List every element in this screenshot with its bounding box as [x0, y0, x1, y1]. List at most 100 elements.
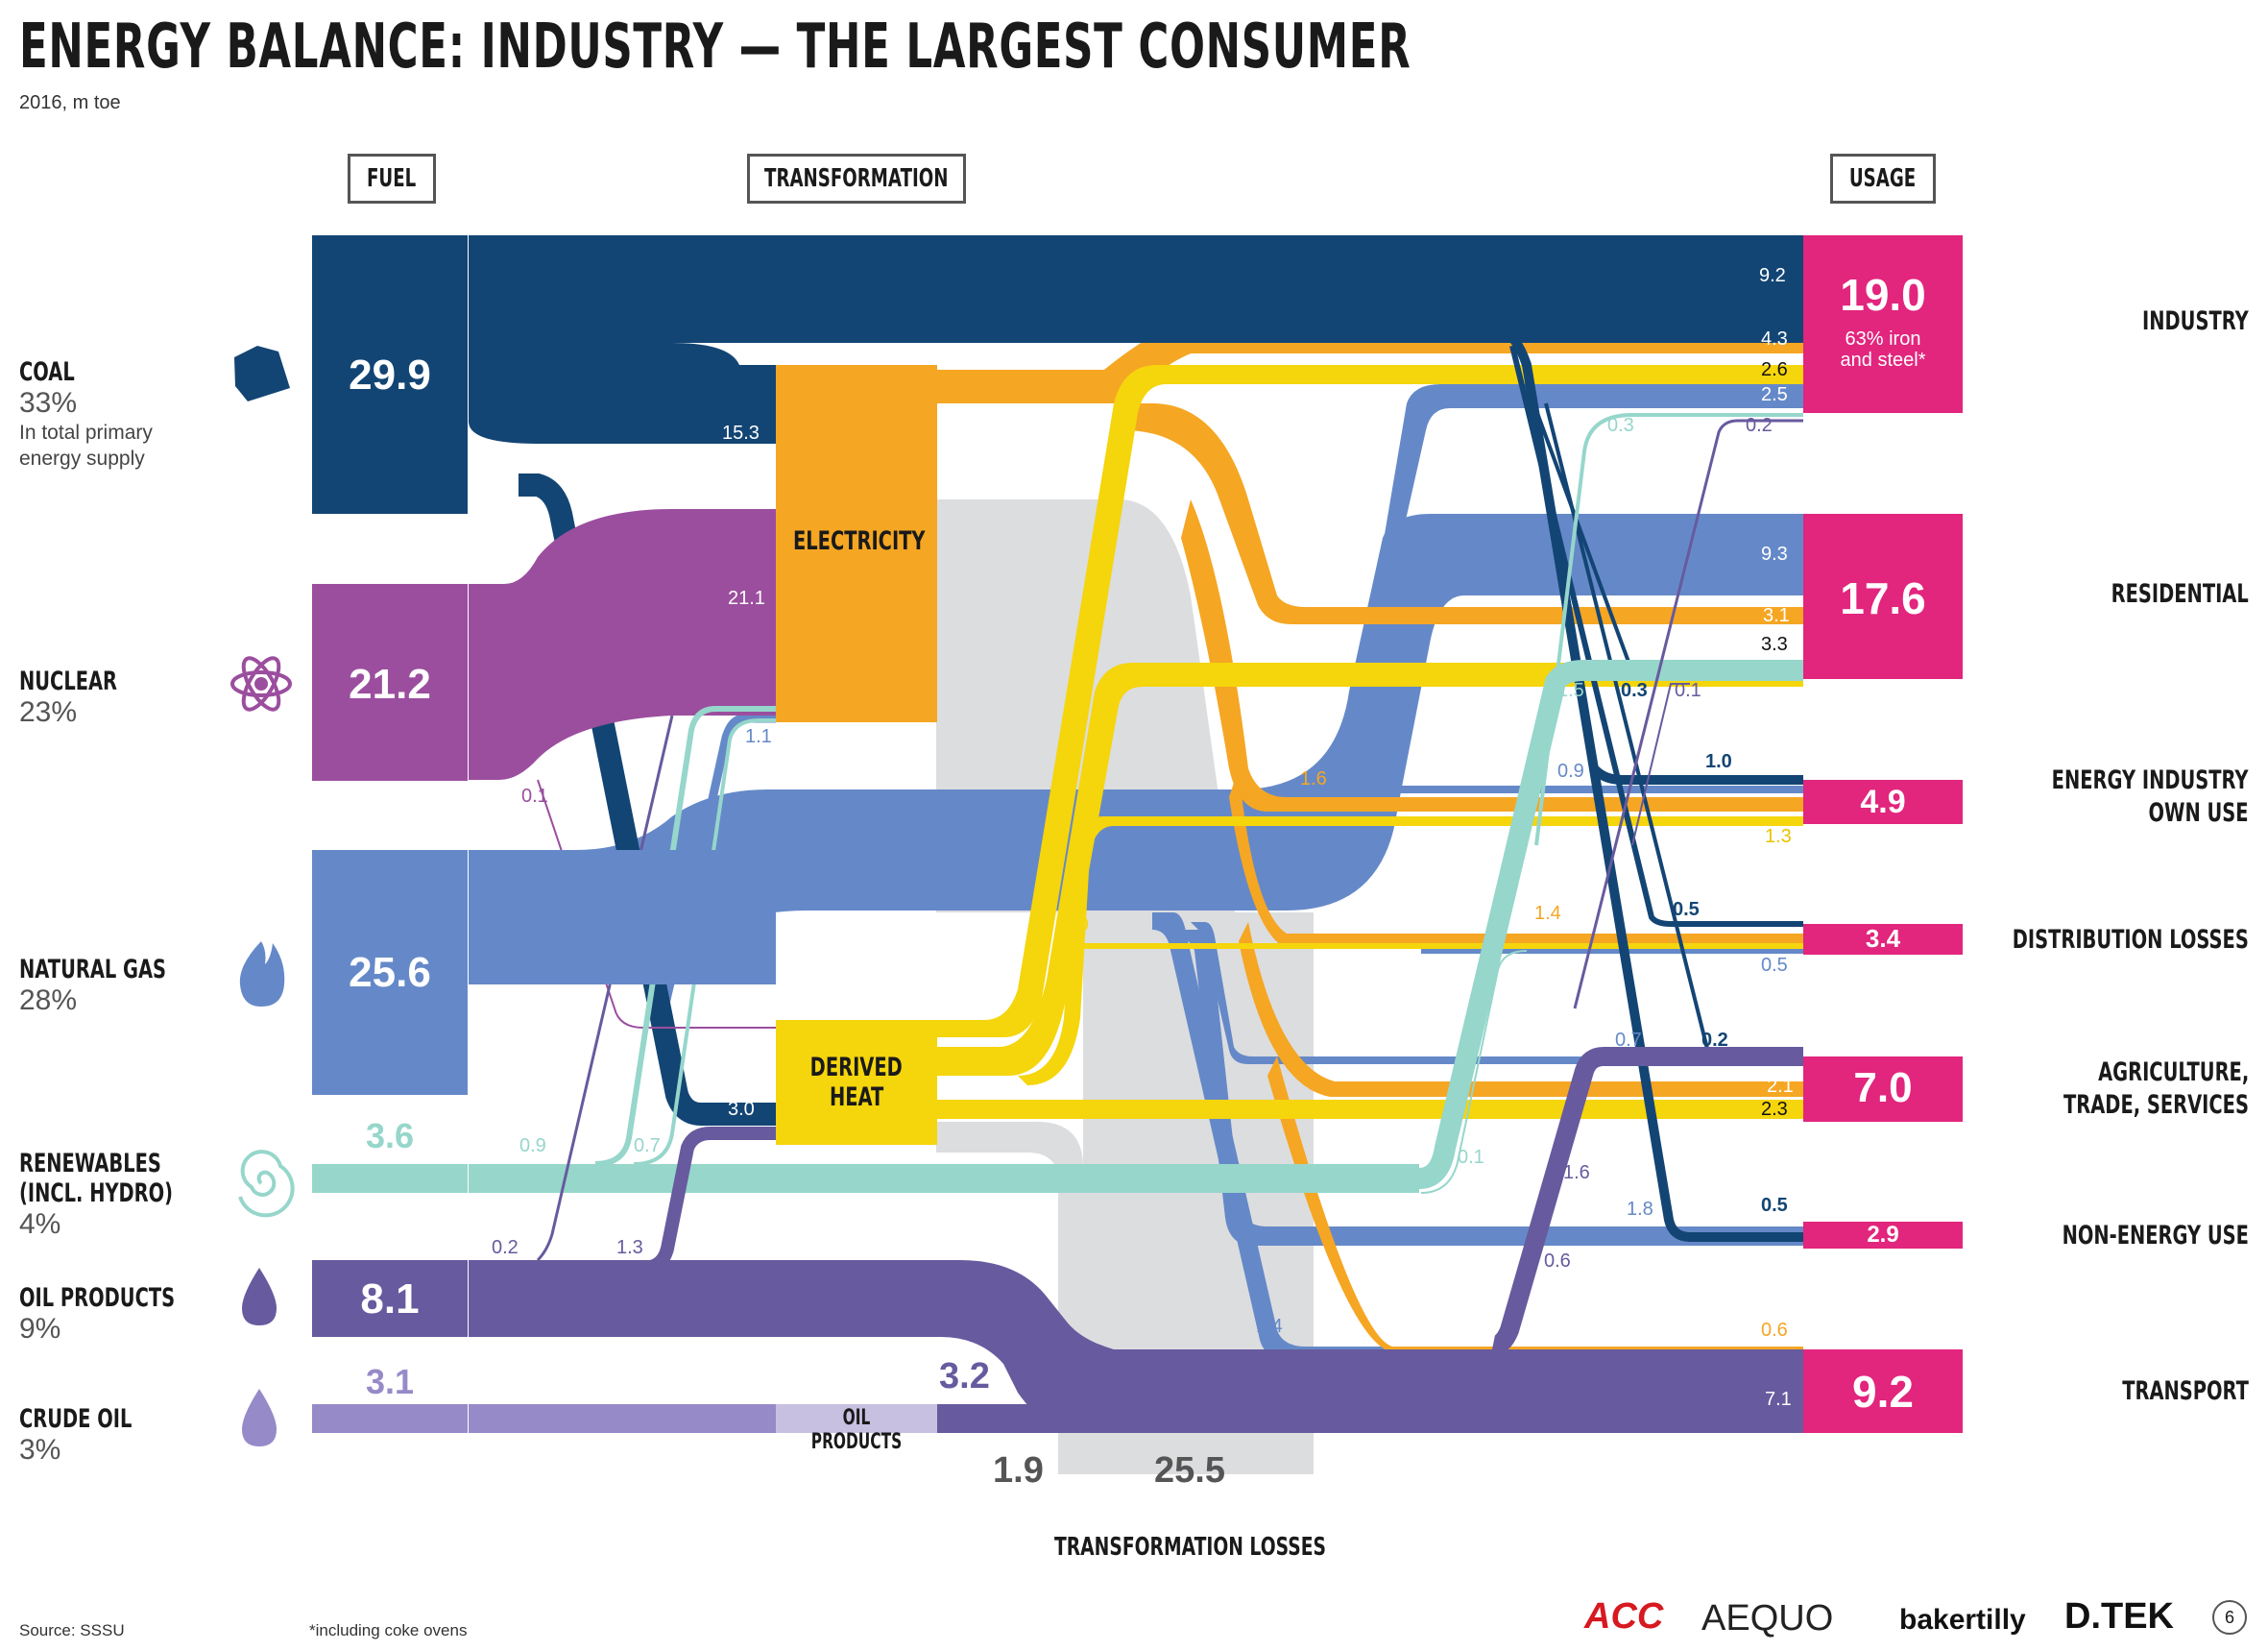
flow-label: 0.2: [1746, 415, 1773, 436]
distribution-usage-value: 3.4: [1865, 924, 1901, 953]
loss-refining-value: 1.9: [993, 1450, 1044, 1491]
oil-agriculture-line: [1491, 1047, 1803, 1355]
oil-transport-flow: [469, 1260, 1803, 1433]
flow-label: 15.3: [722, 423, 760, 444]
flow-label: 0.7: [1615, 1030, 1642, 1051]
own-use-usage-name: ENERGY INDUSTRY OWN USE: [2052, 765, 2249, 828]
flow-label: 0.9: [1557, 761, 1584, 782]
electricity-label: ELECTRICITY: [793, 526, 926, 556]
crude-label-group: CRUDE OIL 3%: [19, 1404, 176, 1467]
industry-usage-value: 19.0: [1840, 270, 1926, 320]
agriculture-usage-box: [1803, 1056, 1963, 1122]
gas-label-group: NATURAL GAS 28%: [19, 955, 224, 1017]
flow-label: 1.6: [1563, 1162, 1590, 1183]
flow-label: 0.6: [1761, 1320, 1788, 1341]
flow-label: 3.0: [728, 1099, 755, 1120]
flow-label: 9.3: [1761, 544, 1788, 565]
footer-note: *including coke ovens: [309, 1621, 468, 1639]
distribution-usage-box: [1803, 924, 1963, 955]
coal-name: COAL: [19, 357, 75, 387]
oil-label-group: OIL PRODUCTS 9%: [19, 1283, 235, 1346]
crude-oil-band: [469, 1404, 776, 1433]
nuclear-label-group: NUCLEAR 23%: [19, 667, 156, 729]
renewables-heat-line: [594, 706, 776, 1167]
nuclear-pct: 23%: [19, 696, 78, 728]
coal-own-use-line: [1500, 327, 1803, 1242]
flow-label: 0.9: [519, 1135, 546, 1156]
spiral-icon: [238, 1150, 295, 1218]
electricity-node: [776, 365, 937, 722]
oil-products-transform-value: 3.2: [939, 1356, 990, 1396]
renewables-name-line1: RENEWABLES: [19, 1149, 161, 1178]
industry-usage-note: 63% iron and steel*: [1840, 328, 1926, 371]
flow-label: 7.3: [732, 1047, 759, 1068]
flow-label: 1.0: [1062, 914, 1089, 935]
oil-value: 8.1: [360, 1275, 420, 1323]
renewables-fuel-box: [312, 1164, 468, 1193]
flow-label: 3.1: [1763, 605, 1790, 626]
footer-source: Source: SSSU: [19, 1621, 125, 1639]
crude-pct: 3%: [19, 1434, 61, 1466]
electricity-residential-flow: [1123, 403, 1803, 624]
oil-industry-line: [1573, 419, 1803, 1009]
renewables-band: [469, 1164, 1419, 1193]
oil-refinery-band: [937, 1404, 1803, 1433]
flow-label: 1.0: [1705, 751, 1732, 772]
heat-distribution-flow: [1066, 943, 1803, 949]
coal-note: In total primary energy supply: [19, 422, 153, 470]
flow-label: 2.5: [1761, 384, 1788, 405]
flow-label: 0.1: [1458, 1147, 1484, 1168]
oil-small-line: [536, 715, 674, 1262]
nonenergy-usage-value: 2.9: [1867, 1222, 1899, 1248]
own-use-usage-box: [1803, 780, 1963, 824]
flow-label: 0.3: [1621, 680, 1648, 701]
derived-heat-node: [776, 1020, 937, 1145]
coal-pct: 33%: [19, 387, 78, 419]
transport-usage-box: [1803, 1349, 1963, 1433]
renewables-industry-line: [1534, 413, 1803, 846]
heat-agriculture-flow: [937, 1100, 1803, 1119]
usage-column-header: USAGE: [1830, 154, 1936, 204]
flow-label: 0.2: [492, 1237, 519, 1258]
industry-usage-box: [1803, 235, 1963, 413]
renewables-value: 3.6: [365, 1116, 415, 1155]
flow-label: 1.4: [1256, 1316, 1283, 1337]
renewables-pct: 4%: [19, 1208, 61, 1240]
flow-label: 1.3: [1765, 826, 1792, 847]
gas-pct: 28%: [19, 984, 78, 1016]
nuclear-fuel-box: [312, 584, 468, 781]
page-number: 6: [2212, 1600, 2247, 1635]
oil-products-transform-label: OIL PRODUCTS: [810, 1406, 903, 1454]
coal-value: 29.9: [349, 352, 431, 399]
flow-label: 21.1: [728, 588, 765, 609]
residential-usage-value: 17.6: [1840, 573, 1926, 623]
losses-label: TRANSFORMATION LOSSES: [1054, 1533, 1327, 1562]
flow-label: 9.2: [1759, 265, 1786, 286]
transformation-column-header: TRANSFORMATION: [747, 154, 966, 204]
drop-icon: [242, 1389, 277, 1446]
loss-power-value: 25.5: [1154, 1450, 1225, 1491]
flow-label: 0.1: [1675, 680, 1701, 701]
aequo-logo: AEQUO: [1701, 1598, 1834, 1639]
flow-label: 1.8: [1627, 1199, 1653, 1220]
electricity-industry-flow: [936, 325, 1803, 403]
flow-label: 0.6: [1544, 1250, 1571, 1272]
coal-distribution-line: [1509, 345, 1803, 927]
page-subtitle: 2016, m toe: [19, 92, 121, 113]
crude-value: 3.1: [365, 1362, 415, 1401]
coal-electricity-flow: [469, 343, 776, 444]
flow-label: 4.3: [1761, 328, 1788, 350]
nonenergy-usage-box: [1803, 1222, 1963, 1249]
distribution-usage-name: DISTRIBUTION LOSSES: [2012, 925, 2249, 955]
gas-fuel-box: [312, 850, 468, 1095]
flow-label: 2.6: [1761, 359, 1788, 380]
fuel-column-header: FUEL: [348, 154, 436, 204]
gas-residential-flow: [469, 514, 1803, 984]
acc-logo: ACC: [1584, 1596, 1664, 1637]
flow-label: 3.3: [1761, 634, 1788, 655]
oil-residential-line: [1631, 683, 1690, 846]
crude-fuel-box: [312, 1404, 468, 1433]
coal-heat-line: [519, 473, 776, 1126]
renewables-label-group: RENEWABLES (INCL. HYDRO) 4%: [19, 1149, 232, 1241]
oil-name: OIL PRODUCTS: [19, 1283, 176, 1313]
